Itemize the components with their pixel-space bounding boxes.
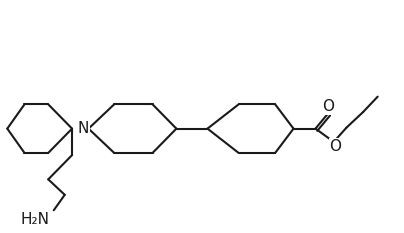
Text: O: O: [330, 139, 342, 154]
Text: N: N: [78, 121, 89, 136]
Text: H₂N: H₂N: [21, 212, 50, 226]
Text: O: O: [322, 99, 334, 114]
